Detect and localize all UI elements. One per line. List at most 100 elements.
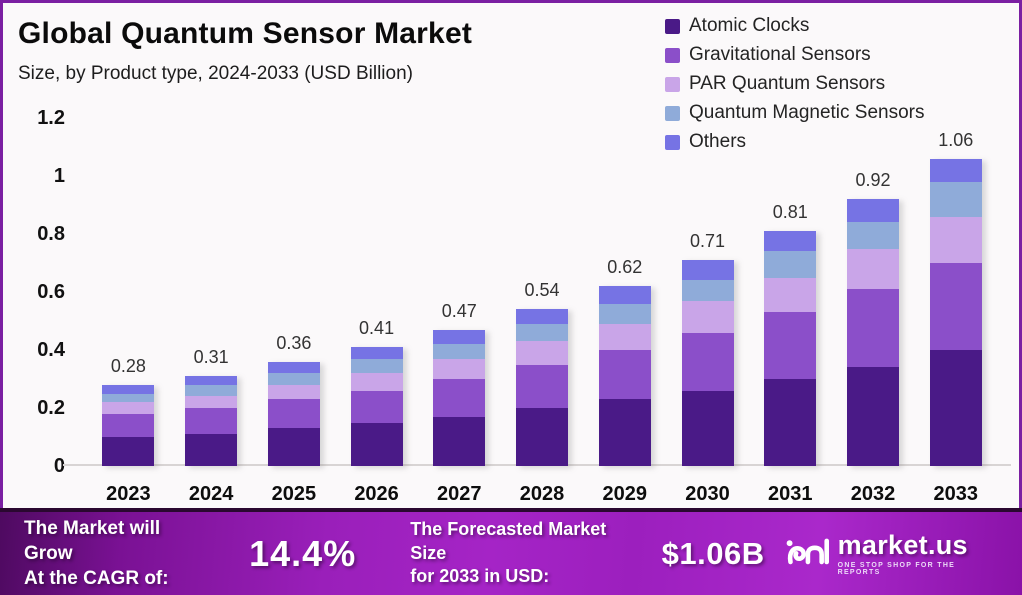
bar-segment-par-quantum-sensors-2026 (350, 373, 403, 391)
bar-value-label: 0.71 (689, 231, 726, 252)
x-tick-label: 2026 (354, 483, 399, 505)
forecast-value: $1.06B (661, 535, 765, 571)
bar-segment-quantum-magnetic-sensors-2028 (516, 323, 569, 342)
y-tick-label: 0.4 (37, 339, 65, 361)
bar-segment-quantum-magnetic-sensors-2033 (929, 181, 982, 217)
y-tick-label: 0.8 (37, 223, 65, 245)
legend-label: PAR Quantum Sensors (689, 73, 886, 94)
bar-column: 1.06 2033 (914, 118, 997, 505)
bar-column: 0.31 2024 (170, 118, 253, 505)
bar-segment-par-quantum-sensors-2028 (516, 341, 569, 365)
x-tick-label: 2029 (602, 483, 648, 505)
bar-stack (598, 286, 651, 466)
legend-label: Quantum Magnetic Sensors (689, 102, 925, 123)
y-tick-label: 0.2 (37, 397, 65, 419)
bar-stack (350, 347, 403, 466)
bar-segment-atomic-clocks-2027 (433, 416, 486, 466)
x-tick-label: 2033 (933, 483, 978, 505)
bar-segment-atomic-clocks-2030 (681, 390, 734, 466)
bar-segment-atomic-clocks-2032 (846, 367, 899, 466)
bar-segment-gravitational-sensors-2033 (929, 263, 982, 350)
x-tick-label: 2027 (437, 483, 482, 505)
y-tick-label: 1.2 (37, 107, 65, 129)
legend-swatch-icon (665, 18, 680, 34)
bar-value-label: 0.62 (607, 257, 643, 278)
bar-segment-atomic-clocks-2033 (929, 350, 982, 466)
legend-item: Others (665, 131, 925, 153)
bar-segment-par-quantum-sensors-2030 (681, 300, 734, 333)
legend: Atomic Clocks Gravitational Sensors PAR Qu… (665, 15, 925, 153)
bar-value-label: 0.31 (193, 347, 229, 368)
bar-stack (929, 158, 982, 466)
x-tick-label: 2024 (188, 483, 234, 505)
bar-segment-atomic-clocks-2025 (267, 428, 320, 466)
bar-segment-par-quantum-sensors-2031 (764, 277, 817, 313)
legend-swatch-icon (665, 76, 680, 92)
bar-segment-others-2031 (764, 231, 817, 252)
bar-column: 0.92 2032 (832, 118, 915, 505)
bar-column: 0.81 2031 (749, 118, 832, 505)
bar-segment-quantum-magnetic-sensors-2024 (185, 384, 238, 397)
bar-segment-quantum-magnetic-sensors-2025 (267, 373, 320, 385)
legend-label: Others (689, 131, 747, 152)
bar-column: 0.54 2028 (501, 118, 584, 505)
bar-segment-par-quantum-sensors-2023 (102, 402, 155, 414)
x-tick-label: 2031 (767, 483, 813, 505)
x-tick-label: 2030 (685, 483, 730, 505)
bar-segment-quantum-magnetic-sensors-2032 (846, 222, 899, 249)
cagr-label: The Market will Grow At the CAGR of: (24, 517, 169, 590)
bar-value-label: 0.28 (110, 355, 146, 376)
bar-stack (185, 376, 238, 466)
y-tick-label: 1 (53, 165, 65, 187)
bar-segment-par-quantum-sensors-2025 (267, 384, 320, 400)
bar-segment-gravitational-sensors-2032 (846, 289, 899, 368)
legend-swatch-icon (665, 47, 680, 63)
bar-segment-others-2030 (681, 260, 734, 281)
bar-segment-gravitational-sensors-2023 (102, 413, 155, 437)
bar-segment-others-2027 (433, 329, 486, 345)
bar-column: 0.71 2030 (666, 118, 749, 505)
x-tick-label: 2023 (106, 483, 151, 505)
footer-banner: The Market will Grow At the CAGR of: 14.… (0, 508, 1022, 595)
bar-segment-others-2032 (846, 199, 899, 223)
bar-segment-quantum-magnetic-sensors-2026 (350, 358, 403, 374)
legend-item: Quantum Magnetic Sensors (665, 102, 925, 124)
bar-segment-others-2033 (929, 158, 982, 182)
bar-segment-quantum-magnetic-sensors-2029 (598, 303, 651, 324)
x-tick-label: 2025 (271, 483, 317, 505)
bar-segment-par-quantum-sensors-2032 (846, 248, 899, 290)
legend-swatch-icon (665, 105, 680, 121)
bar-segment-par-quantum-sensors-2024 (185, 396, 238, 409)
brand-logo: market.us ONE STOP SHOP FOR THE REPORTS (785, 531, 998, 576)
cagr-value: 14.4% (249, 532, 357, 574)
y-axis: 0 0.2 0.4 0.6 0.8 1 1.2 (11, 107, 73, 477)
bar-segment-quantum-magnetic-sensors-2031 (764, 251, 817, 278)
bar-segment-gravitational-sensors-2026 (350, 390, 403, 423)
bar-column: 0.47 2027 (418, 118, 501, 505)
legend-item: PAR Quantum Sensors (665, 73, 925, 95)
legend-item: Atomic Clocks (665, 15, 925, 37)
bar-stack (846, 199, 899, 466)
legend-item: Gravitational Sensors (665, 44, 925, 66)
bar-segment-gravitational-sensors-2030 (681, 332, 734, 391)
legend-label: Atomic Clocks (689, 15, 810, 36)
bar-value-label: 0.47 (441, 300, 477, 321)
bar-segment-atomic-clocks-2028 (516, 408, 569, 466)
bar-segment-quantum-magnetic-sensors-2027 (433, 344, 486, 359)
x-tick-label: 2032 (850, 483, 896, 505)
legend-label: Gravitational Sensors (689, 44, 871, 65)
page-title: Global Quantum Sensor Market (18, 17, 473, 50)
bar-segment-others-2024 (185, 376, 238, 385)
bar-column: 0.28 2023 (87, 118, 170, 505)
bar-segment-others-2023 (102, 384, 155, 394)
bar-stack (433, 329, 486, 466)
bar-value-label: 0.41 (359, 318, 395, 339)
bar-segment-par-quantum-sensors-2029 (598, 323, 651, 351)
bar-segment-quantum-magnetic-sensors-2023 (102, 393, 155, 403)
bar-segment-atomic-clocks-2023 (102, 437, 155, 466)
bar-stack (516, 309, 569, 466)
bar-segment-others-2029 (598, 286, 651, 304)
forecast-label: The Forecasted Market Size for 2033 in U… (410, 518, 607, 587)
bar-segment-gravitational-sensors-2028 (516, 364, 569, 408)
bar-segment-atomic-clocks-2029 (598, 399, 651, 466)
